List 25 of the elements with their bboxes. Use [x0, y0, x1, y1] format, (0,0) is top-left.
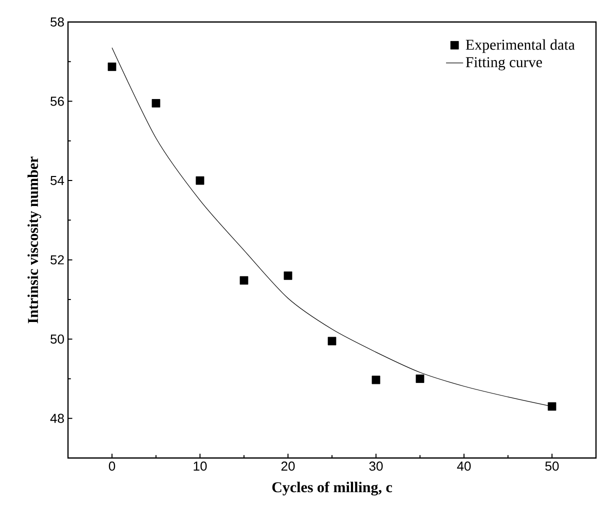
x-tick-label: 0	[108, 462, 116, 471]
point	[240, 276, 248, 285]
x-tick-label: 40	[457, 462, 471, 471]
y-tick-label: 48	[50, 414, 64, 423]
y-tick-label: 56	[50, 96, 64, 106]
legend-label: Fitting curve	[466, 57, 542, 70]
legend-label: Experimental data	[466, 39, 575, 53]
x-tick-label: 20	[281, 462, 295, 471]
y-axis-title: Intrinsic viscosity number	[28, 156, 42, 324]
point	[548, 402, 556, 411]
y-tick-label: 54	[50, 176, 64, 186]
point	[196, 176, 204, 185]
x-tick-label: 50	[545, 462, 559, 471]
y-tick-label: 58	[50, 17, 64, 27]
y-tick-label: 52	[50, 255, 64, 264]
point	[328, 336, 336, 346]
y-tick-label: 50	[50, 334, 64, 344]
point	[108, 62, 116, 71]
x-tick-label: 30	[369, 462, 383, 471]
point	[152, 99, 160, 108]
point	[284, 271, 292, 280]
point	[416, 374, 424, 383]
point	[372, 376, 380, 384]
x-tick-label: 10	[194, 462, 207, 471]
x-axis-title: Cycles of milling, c	[272, 482, 392, 496]
